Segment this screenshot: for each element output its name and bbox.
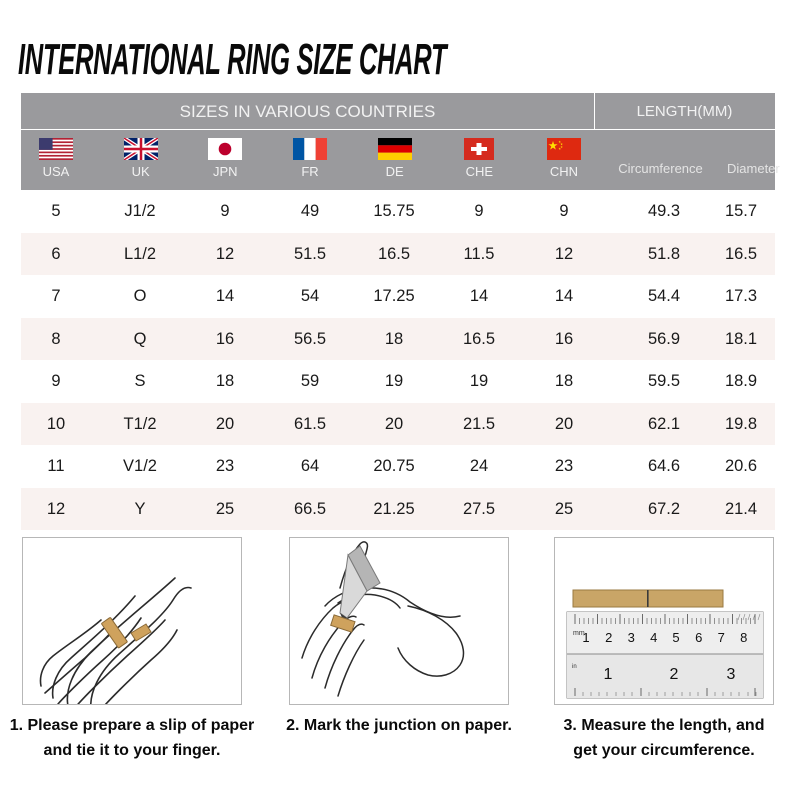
svg-text:8: 8 [740,630,747,645]
svg-text:2: 2 [605,630,612,645]
svg-text:mm: mm [573,630,585,637]
svg-text:6: 6 [695,630,702,645]
svg-text:7: 7 [718,630,725,645]
svg-text:5: 5 [672,630,679,645]
svg-text:4: 4 [650,630,657,645]
svg-text:in: in [572,664,577,670]
svg-text:1: 1 [604,666,613,683]
svg-text:2: 2 [670,666,679,683]
svg-text:3: 3 [727,666,736,683]
svg-text:3: 3 [628,630,635,645]
